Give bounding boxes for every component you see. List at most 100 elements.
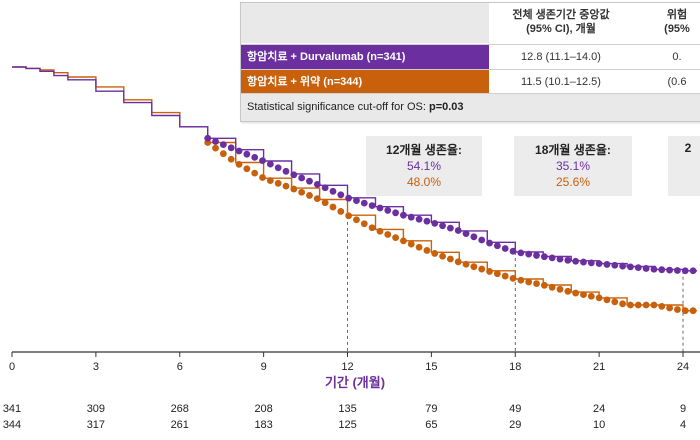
censor-mark [423, 217, 431, 225]
censor-mark [681, 307, 689, 315]
annotation-title: 12개월 생존율: [386, 143, 462, 157]
censor-mark [345, 212, 353, 220]
censor-mark [415, 243, 423, 251]
at-risk-placebo: 261 [171, 419, 189, 431]
annotation-12-month: 12개월 생존율: 54.1% 48.0% [366, 136, 482, 196]
censor-mark [627, 263, 634, 271]
censor-mark [564, 287, 572, 295]
censor-mark [666, 304, 673, 312]
censor-mark [572, 289, 580, 297]
censor-mark [525, 250, 533, 258]
censor-mark [658, 266, 666, 274]
censor-mark [251, 169, 259, 177]
at-risk-placebo: 344 [3, 419, 21, 431]
censor-mark [353, 216, 360, 224]
censor-mark [376, 227, 384, 235]
censor-mark [360, 220, 368, 228]
table-row-placebo: 항암치료 + 위약 (n=344) 11.5 (10.1–12.5) (0.6 [241, 69, 700, 94]
at-risk-durvalumab: 309 [87, 403, 105, 415]
censor-mark [329, 187, 337, 195]
censor-mark [227, 155, 235, 163]
at-risk-placebo: 317 [87, 419, 105, 431]
censor-mark [259, 174, 266, 181]
table-header: 전체 생존기간 중앙값 (95% CI), 개월 위험 (95% [241, 3, 700, 43]
censor-mark [478, 265, 486, 273]
censor-mark [431, 219, 439, 227]
at-risk-durvalumab: 79 [425, 403, 437, 415]
censor-mark [400, 237, 407, 245]
x-tick-label: 0 [9, 361, 15, 373]
censor-mark [533, 252, 540, 259]
table-row-durvalumab: 항암치료 + Durvalumab (n=341) 12.8 (11.1–14.… [241, 44, 700, 69]
censor-mark [384, 207, 392, 214]
x-tick-label: 3 [93, 361, 99, 373]
censor-mark [454, 258, 462, 266]
x-axis-label: 기간 (개월) [325, 375, 385, 390]
censor-mark [470, 263, 478, 271]
censor-mark [540, 253, 548, 261]
at-risk-placebo: 65 [425, 419, 437, 431]
censor-mark [486, 268, 493, 275]
censor-mark [674, 306, 681, 313]
x-tick-label: 9 [261, 361, 267, 373]
censor-mark [266, 160, 274, 168]
at-risk-durvalumab: 9 [680, 403, 686, 415]
censor-mark [321, 184, 329, 192]
censor-mark [321, 199, 329, 207]
censor-mark [251, 154, 259, 161]
censor-mark [493, 270, 501, 278]
censor-mark [266, 177, 274, 184]
censor-mark [212, 144, 219, 152]
censor-mark [619, 300, 627, 308]
censor-mark [345, 194, 353, 202]
censor-mark [415, 215, 423, 223]
hazard-ratio-value: (0.6 [667, 76, 687, 88]
censor-mark [282, 167, 290, 175]
at-risk-durvalumab: 341 [3, 403, 21, 415]
censor-mark [447, 255, 454, 263]
censor-mark [501, 272, 509, 280]
censor-mark [235, 147, 243, 155]
censor-mark [313, 195, 321, 203]
x-tick-label: 6 [177, 361, 183, 373]
x-tick-label: 12 [341, 361, 353, 373]
annotation-24-month: 2 [668, 136, 700, 196]
censor-mark [259, 157, 266, 164]
censor-mark [501, 245, 509, 252]
censor-mark [650, 265, 658, 273]
at-risk-placebo: 29 [509, 419, 521, 431]
hazard-ratio-value: 0. [672, 51, 682, 63]
censor-mark [274, 179, 282, 187]
censor-mark [517, 276, 525, 284]
annotation-placebo-rate: 48.0% [406, 175, 442, 189]
censor-mark [431, 250, 439, 257]
censor-mark [572, 257, 580, 265]
censor-mark [674, 267, 681, 274]
at-risk-placebo: 10 [593, 419, 605, 431]
censor-mark [509, 274, 517, 282]
censor-mark [337, 191, 345, 199]
censor-mark [533, 280, 540, 287]
censor-mark [634, 264, 642, 272]
censor-mark [337, 208, 345, 215]
censor-mark [587, 259, 595, 267]
censor-mark [353, 197, 360, 205]
censor-mark [392, 209, 399, 217]
censor-mark [368, 224, 376, 232]
censor-mark [282, 182, 290, 190]
censor-mark [439, 222, 446, 230]
x-tick-label: 21 [593, 361, 605, 373]
censor-mark [525, 278, 533, 286]
censor-mark [642, 301, 650, 309]
censor-mark [235, 160, 243, 168]
censor-mark [400, 211, 407, 219]
censor-mark [219, 141, 227, 149]
annotation-durvalumab-rate: 54.1% [406, 159, 442, 173]
significance-footnote: Statistical significance cut-off for OS:… [241, 93, 700, 121]
censor-mark [407, 240, 415, 248]
at-risk-durvalumab: 268 [171, 403, 189, 415]
censor-mark [274, 164, 282, 172]
censor-mark [368, 202, 376, 209]
censor-mark [580, 258, 587, 266]
